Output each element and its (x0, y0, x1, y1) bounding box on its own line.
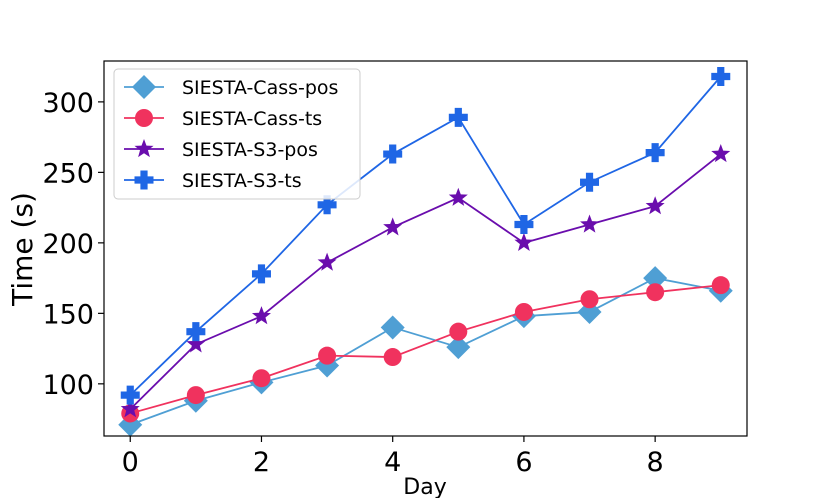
ticks-layer: 0 2 4 6 8 100 150 200 250 300 (42, 88, 663, 478)
data-point-siesta-s3-pos-0 (120, 399, 140, 418)
legend-item-siesta-cass-ts: SIESTA-Cass-ts (124, 108, 322, 130)
x-tick-label: 0 (122, 447, 139, 478)
legend-marker-siesta-cass-ts (135, 109, 153, 127)
x-tick-label: 6 (515, 447, 532, 478)
data-point-siesta-s3-pos-5 (448, 187, 468, 206)
y-tick-label: 200 (42, 229, 94, 260)
y-tick-label: 100 (42, 370, 94, 401)
data-point-siesta-s3-pos-8 (645, 196, 665, 215)
data-point-siesta-cass-pos-5 (446, 335, 471, 360)
data-point-siesta-s3-pos-6 (514, 232, 534, 251)
y-axis-label: Time (s) (6, 192, 39, 307)
data-point-siesta-s3-pos-9 (711, 144, 731, 163)
data-point-siesta-cass-ts-1 (186, 386, 205, 405)
plot-frame (103, 60, 748, 437)
legend-item-siesta-s3-pos: SIESTA-S3-pos (124, 139, 318, 161)
data-point-siesta-s3-pos-1 (186, 334, 206, 353)
series-siesta-cass-pos (118, 266, 733, 437)
data-point-siesta-cass-ts-6 (514, 302, 533, 321)
y-tick-label: 150 (42, 299, 94, 330)
x-tick-label: 2 (253, 447, 270, 478)
data-point-siesta-cass-ts-9 (711, 276, 730, 295)
legend-label: SIESTA-Cass-pos (182, 77, 338, 99)
data-point-siesta-s3-ts-1 (186, 322, 206, 342)
data-point-siesta-s3-ts-6 (514, 215, 534, 235)
data-point-siesta-cass-ts-2 (252, 369, 271, 388)
x-tick-label: 8 (647, 447, 664, 478)
data-point-siesta-cass-ts-7 (580, 290, 599, 309)
y-tick-label: 250 (42, 158, 94, 189)
series-line-siesta-cass-ts (129, 284, 721, 415)
legend-item-siesta-cass-pos: SIESTA-Cass-pos (124, 75, 338, 99)
x-axis-label: Day (403, 475, 446, 498)
series-layer (118, 67, 733, 437)
data-point-siesta-s3-pos-3 (317, 252, 337, 271)
series-siesta-s3-ts (120, 67, 731, 405)
legend-box (113, 68, 361, 200)
data-point-siesta-cass-pos-8 (643, 266, 668, 291)
legend-marker-siesta-s3-pos (134, 139, 154, 158)
data-point-siesta-s3-ts-2 (251, 264, 271, 284)
data-point-siesta-s3-ts-7 (580, 172, 600, 192)
data-point-siesta-s3-ts-9 (711, 67, 731, 87)
series-siesta-cass-ts (121, 276, 730, 423)
legend-label: SIESTA-S3-ts (182, 170, 302, 192)
x-tick-label: 4 (384, 447, 401, 478)
legend-item-siesta-s3-ts: SIESTA-S3-ts (124, 170, 302, 192)
data-point-siesta-s3-pos-4 (383, 217, 403, 236)
legend-label: SIESTA-S3-pos (182, 139, 318, 161)
legend-marker-siesta-s3-ts (134, 170, 154, 190)
legend-marker-siesta-cass-pos (132, 75, 156, 99)
series-line-siesta-s3-ts (129, 75, 722, 396)
data-point-siesta-s3-pos-7 (580, 214, 600, 233)
data-point-siesta-cass-ts-5 (449, 322, 468, 341)
series-line-siesta-s3-pos (129, 153, 722, 410)
data-point-siesta-s3-ts-8 (645, 143, 665, 163)
data-point-siesta-cass-pos-4 (380, 315, 405, 340)
data-point-siesta-cass-ts-4 (383, 348, 402, 367)
series-siesta-s3-pos (120, 144, 731, 418)
data-point-siesta-s3-ts-0 (120, 385, 140, 405)
y-tick-label: 300 (42, 88, 94, 119)
series-line-siesta-cass-pos (129, 277, 721, 426)
data-point-siesta-s3-ts-3 (317, 195, 337, 215)
data-point-siesta-s3-pos-2 (251, 306, 271, 325)
data-point-siesta-s3-ts-4 (383, 144, 403, 164)
data-point-siesta-s3-ts-5 (448, 107, 468, 127)
data-point-siesta-cass-ts-3 (318, 346, 337, 365)
legend: SIESTA-Cass-pos SIESTA-Cass-ts SIESTA-S3-p… (113, 68, 361, 200)
data-point-siesta-cass-ts-8 (646, 283, 665, 302)
legend-label: SIESTA-Cass-ts (182, 108, 322, 130)
